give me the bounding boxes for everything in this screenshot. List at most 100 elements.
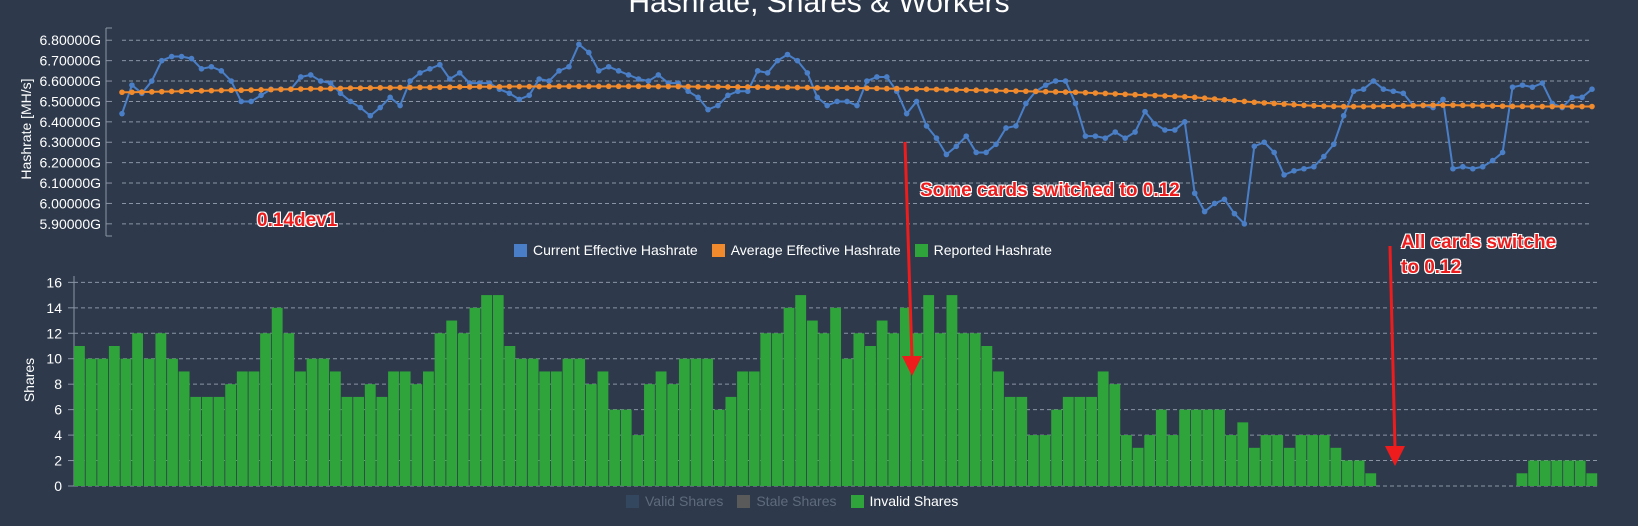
average-hashrate-point: [337, 85, 344, 92]
current-hashrate-point: [1460, 163, 1466, 170]
average-hashrate-point: [228, 87, 235, 94]
current-hashrate-point: [645, 78, 652, 84]
invalid-shares-bar: [934, 333, 946, 486]
invalid-shares-bar: [1342, 460, 1353, 486]
current-hashrate-point: [129, 82, 135, 88]
average-hashrate-point: [1569, 103, 1575, 110]
current-hashrate-point: [943, 151, 950, 158]
hashrate-y-tick-label: 6.50000G: [40, 93, 102, 109]
current-hashrate-point: [973, 149, 979, 156]
average-hashrate-point: [466, 84, 473, 90]
invalid-shares-bar: [1144, 435, 1156, 486]
invalid-shares-bar: [457, 333, 469, 486]
average-hashrate-point: [496, 83, 503, 90]
current-hashrate-point: [158, 57, 165, 64]
invalid-shares-bar: [1260, 435, 1272, 486]
current-hashrate-point: [1569, 94, 1575, 101]
hashrate-y-tick-label: 6.40000G: [40, 114, 102, 130]
average-hashrate-point: [1301, 102, 1307, 109]
current-hashrate-point: [556, 68, 562, 74]
average-hashrate-point: [1251, 99, 1258, 106]
average-hashrate-point: [506, 83, 513, 90]
average-hashrate-point: [983, 87, 989, 94]
invalid-shares-bar: [725, 396, 737, 486]
average-hashrate-point: [327, 85, 334, 92]
hashrate-y-tick-label: 6.00000G: [40, 195, 102, 211]
current-hashrate-point: [446, 76, 453, 82]
legend-invalid[interactable]: Invalid Shares: [850, 493, 958, 509]
average-hashrate-point: [347, 85, 354, 91]
average-hashrate-point: [1172, 93, 1178, 100]
average-hashrate-point: [278, 86, 284, 93]
average-hashrate-point: [695, 83, 701, 90]
legend-average[interactable]: Average Effective Hashrate: [711, 242, 901, 258]
invalid-shares-bar: [1563, 460, 1574, 486]
current-hashrate-point: [258, 92, 264, 99]
average-hashrate-point: [536, 83, 542, 90]
average-hashrate-point: [486, 83, 493, 90]
invalid-shares-bar: [434, 333, 446, 486]
average-hashrate-point: [1350, 103, 1357, 110]
average-hashrate-point: [635, 83, 642, 90]
invalid-shares-bar: [1248, 447, 1260, 486]
invalid-shares-bar: [1179, 409, 1191, 486]
average-hashrate-point: [1390, 103, 1397, 109]
current-hashrate-point: [744, 88, 751, 95]
invalid-shares-bar: [411, 384, 423, 486]
current-hashrate-point: [566, 63, 572, 70]
average-hashrate-point: [615, 83, 622, 90]
invalid-shares-bar: [830, 307, 842, 486]
invalid-shares-bar: [213, 396, 225, 486]
current-hashrate-point: [188, 55, 195, 62]
current-hashrate-point: [317, 78, 324, 84]
invalid-shares-bar: [271, 307, 283, 486]
average-hashrate-point: [625, 83, 632, 90]
average-hashrate-point: [1470, 102, 1476, 109]
average-hashrate-point: [1241, 98, 1248, 105]
shares-y-axis-label: Shares: [21, 358, 37, 402]
arrow-some-cards-head: [902, 356, 922, 376]
average-hashrate-point: [834, 85, 840, 91]
arrow-all-cards-shaft: [1388, 245, 1397, 449]
current-hashrate-point: [605, 63, 612, 70]
current-hashrate-point: [1261, 139, 1268, 146]
invalid-shares-bar: [1551, 460, 1563, 486]
average-hashrate-point: [446, 84, 453, 90]
current-hashrate-point: [1052, 78, 1059, 84]
average-hashrate-point: [1162, 93, 1168, 99]
invalid-shares-bar: [1190, 409, 1202, 486]
average-hashrate-point: [1321, 103, 1327, 109]
invalid-shares-bar: [981, 346, 993, 486]
hashrate-y-axis-label: Hashrate [MH/s]: [18, 78, 34, 179]
legend-current[interactable]: Current Effective Hashrate: [514, 242, 698, 258]
current-hashrate-point: [119, 110, 125, 117]
legend-stale[interactable]: Stale Shares: [737, 493, 837, 509]
current-hashrate-point: [794, 57, 801, 64]
average-hashrate-point: [526, 83, 533, 90]
invalid-shares-bar: [888, 333, 900, 486]
shares-y-tick-label: 8: [54, 376, 62, 392]
average-hashrate-point: [973, 87, 979, 94]
legend-valid[interactable]: Valid Shares: [626, 493, 723, 509]
invalid-shares-bar: [469, 307, 481, 486]
current-hashrate-point: [705, 106, 711, 113]
shares-y-tick-label: 2: [54, 453, 62, 469]
current-hashrate-point: [754, 68, 761, 74]
invalid-shares-bar: [609, 409, 620, 486]
invalid-shares-bar: [702, 358, 714, 486]
current-hashrate-point: [1291, 168, 1297, 174]
current-hashrate-point: [1023, 100, 1029, 107]
average-hashrate-point: [1042, 88, 1049, 95]
legend-reported[interactable]: Reported Hashrate: [914, 242, 1052, 258]
average-hashrate-point: [1072, 89, 1079, 96]
average-hashrate-point: [685, 83, 691, 90]
average-hashrate-point: [1291, 101, 1297, 108]
invalid-shares-bar: [1016, 396, 1028, 486]
legend-stale-label: Stale Shares: [756, 493, 837, 509]
invalid-shares-bar: [388, 371, 399, 486]
invalid-shares-bar: [923, 295, 935, 486]
average-hashrate-point: [675, 83, 682, 90]
current-hashrate-point: [367, 112, 374, 119]
average-hashrate-point: [516, 83, 523, 90]
invalid-shares-bar: [667, 384, 679, 486]
